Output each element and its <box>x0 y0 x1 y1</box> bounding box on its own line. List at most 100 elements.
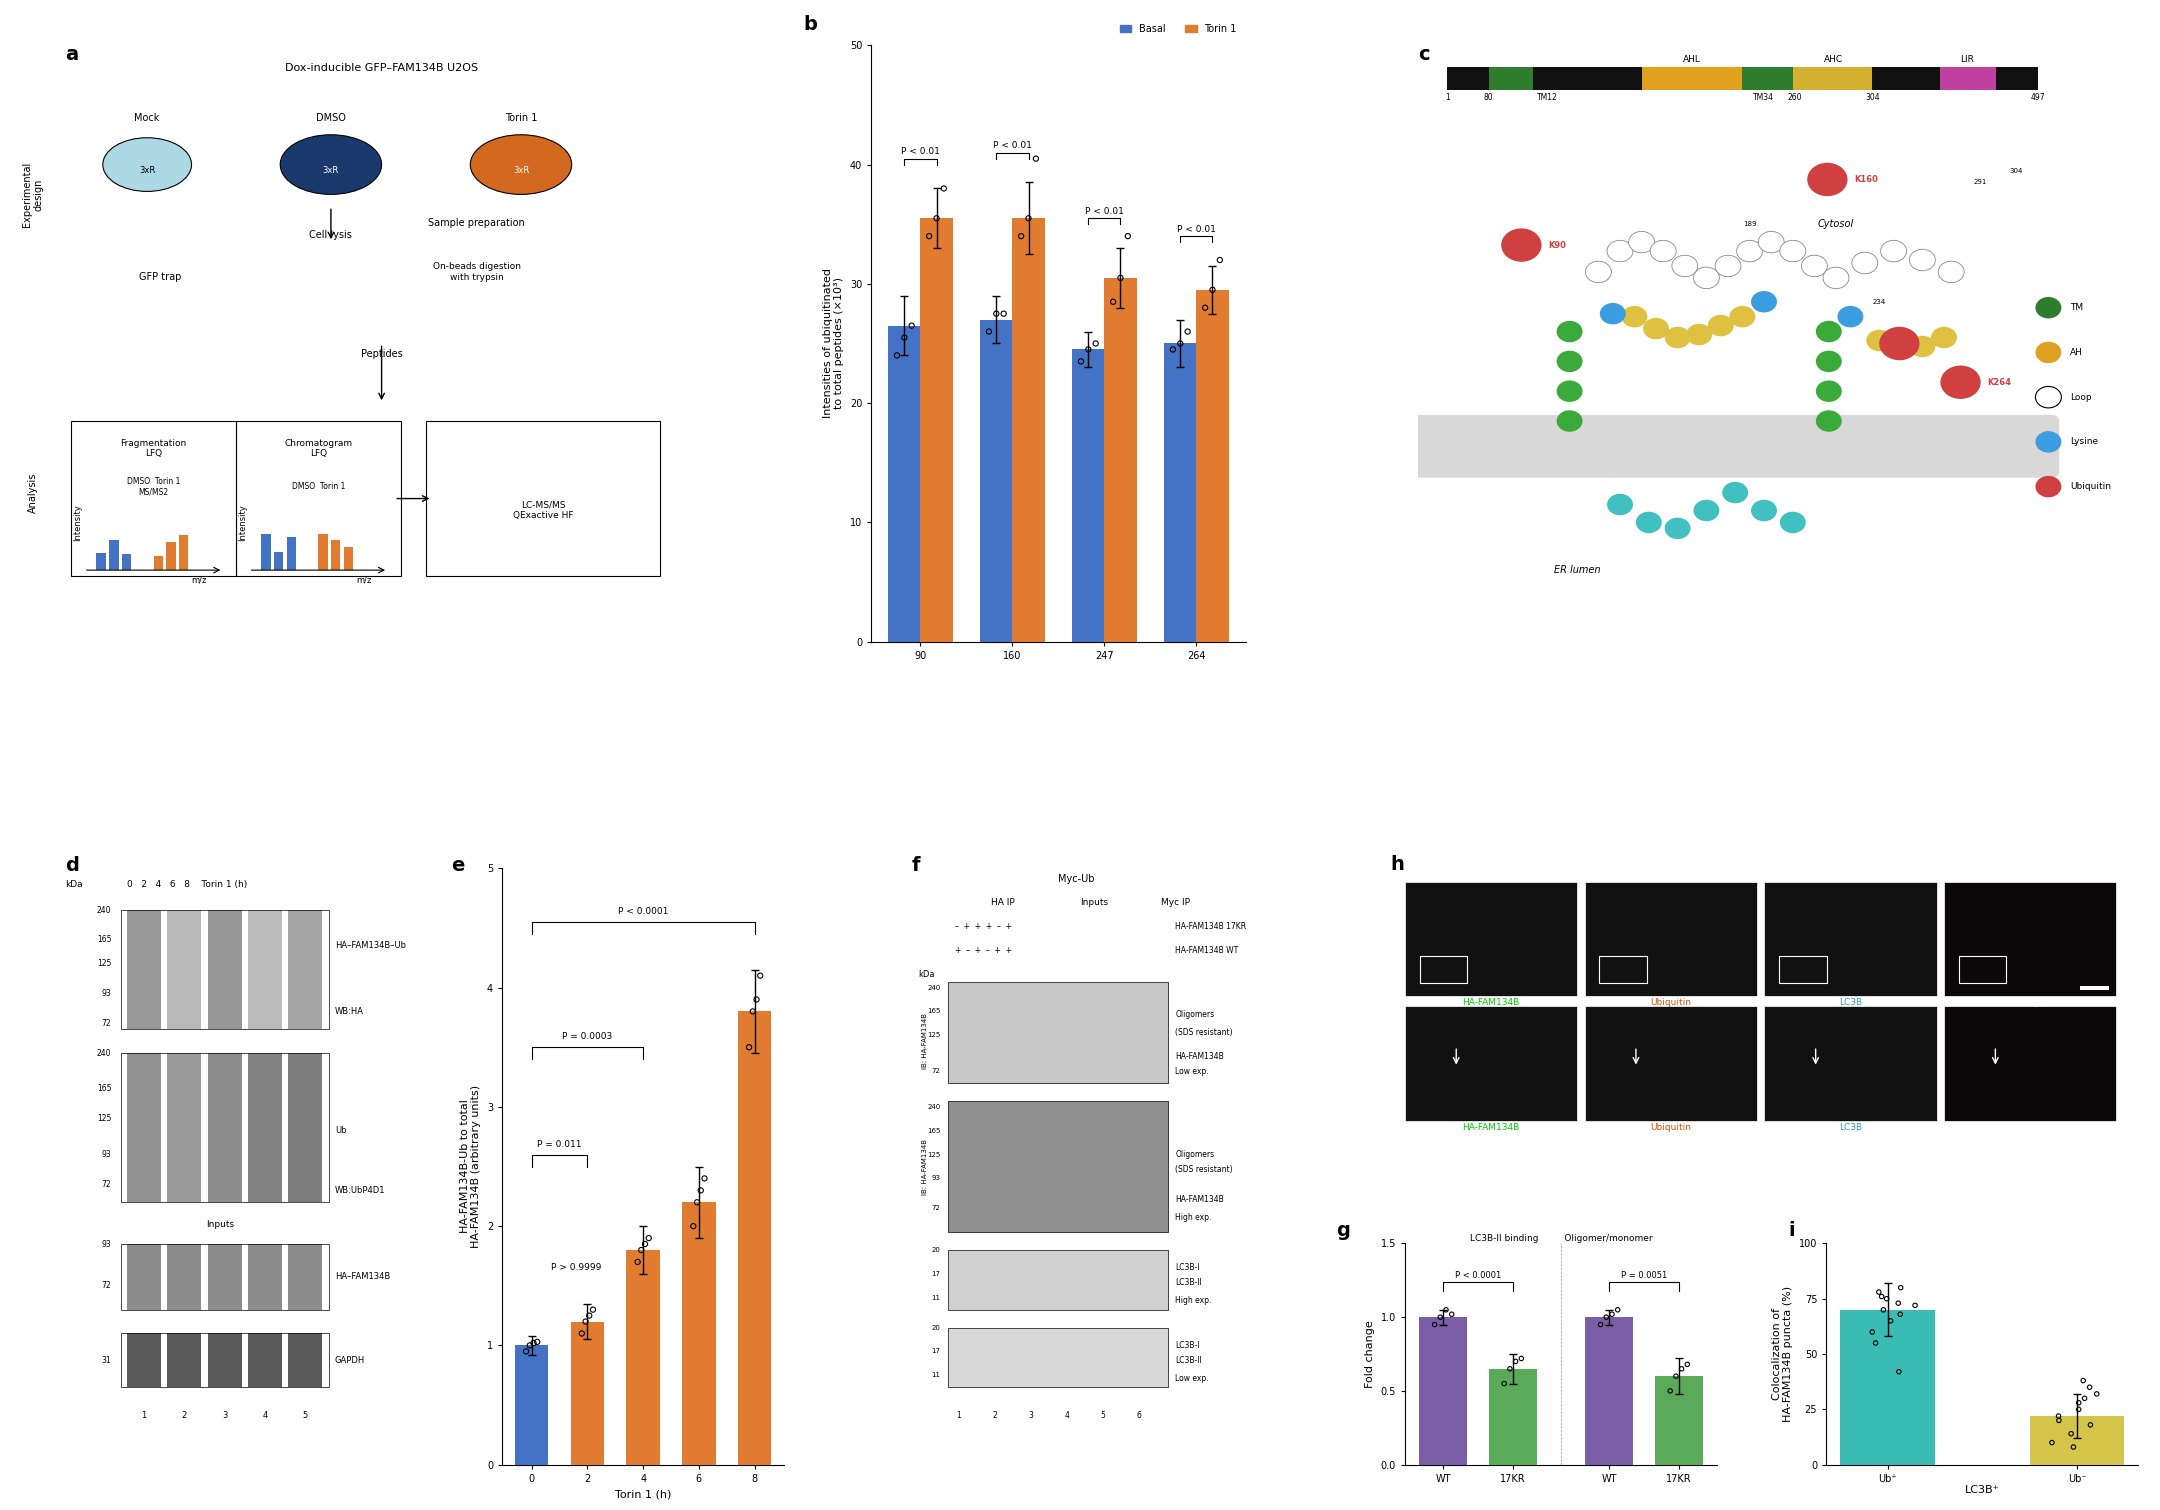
Bar <box>153 556 162 571</box>
Text: P = 0.011: P = 0.011 <box>538 1140 581 1149</box>
Bar <box>207 911 242 1030</box>
Text: DMSO: DMSO <box>315 113 346 122</box>
Bar <box>1940 68 1996 91</box>
Text: b: b <box>804 15 819 35</box>
Point <box>1078 331 1112 355</box>
Text: K247: K247 <box>1927 338 1950 347</box>
Text: TM34: TM34 <box>1752 94 1773 103</box>
Bar <box>1944 1006 2117 1120</box>
Circle shape <box>2035 476 2061 497</box>
Point <box>1188 296 1223 320</box>
Circle shape <box>1817 411 1842 432</box>
Bar <box>166 1052 201 1202</box>
Circle shape <box>1693 500 1719 521</box>
Point <box>568 1309 603 1333</box>
Point <box>2061 1397 2095 1421</box>
Circle shape <box>1709 316 1734 337</box>
Text: HA-FAM134B 17KR: HA-FAM134B 17KR <box>1175 923 1246 932</box>
Bar <box>1840 1309 1935 1465</box>
Point <box>631 1226 665 1250</box>
Circle shape <box>2035 297 2061 319</box>
Bar <box>121 554 132 571</box>
Point <box>1858 1330 1892 1354</box>
Bar <box>1944 882 2117 995</box>
Text: 80: 80 <box>1523 245 1531 251</box>
Text: Loop: Loop <box>2069 393 2091 402</box>
Bar <box>1585 1006 1756 1120</box>
Bar <box>1642 68 1743 91</box>
Text: LC3B-I: LC3B-I <box>1175 1341 1199 1350</box>
Circle shape <box>1838 307 1864 328</box>
Text: Analysis: Analysis <box>28 473 39 513</box>
Text: 497: 497 <box>2030 94 2046 103</box>
Bar <box>683 1202 715 1465</box>
Point <box>2080 1382 2115 1406</box>
Bar <box>1793 68 1873 91</box>
Text: Inputs: Inputs <box>1080 898 1108 908</box>
Circle shape <box>1823 267 1849 288</box>
Text: P < 0.01: P < 0.01 <box>1177 225 1216 234</box>
Circle shape <box>1672 255 1698 276</box>
Point <box>1503 1347 1538 1371</box>
Bar <box>127 1244 162 1309</box>
Bar <box>1488 68 1534 91</box>
Text: HA-FAM134B: HA-FAM134B <box>1175 1194 1225 1203</box>
Point <box>927 177 961 201</box>
Text: c: c <box>1419 45 1430 65</box>
Point <box>1428 1297 1462 1321</box>
Text: 17: 17 <box>931 1348 940 1354</box>
Point <box>1899 1293 1933 1317</box>
Text: K264: K264 <box>1987 378 2011 387</box>
Text: 93: 93 <box>102 989 112 998</box>
Circle shape <box>1752 291 1778 313</box>
Text: HA-FAM134B: HA-FAM134B <box>1462 998 1521 1007</box>
Bar <box>1780 956 1827 983</box>
Text: 2: 2 <box>181 1410 188 1419</box>
Bar <box>1598 956 1646 983</box>
Ellipse shape <box>104 137 192 192</box>
Text: 304: 304 <box>1864 94 1879 103</box>
Text: 5: 5 <box>302 1410 309 1419</box>
Text: 240: 240 <box>927 985 940 991</box>
Circle shape <box>1817 381 1842 402</box>
Text: 125: 125 <box>97 1114 112 1123</box>
Text: P < 0.01: P < 0.01 <box>994 142 1032 151</box>
Circle shape <box>1758 231 1784 252</box>
Bar <box>127 1052 162 1202</box>
Text: Ubiquitin: Ubiquitin <box>2069 482 2110 491</box>
Legend: Basal, Torin 1: Basal, Torin 1 <box>1115 20 1240 38</box>
Text: i: i <box>1788 1222 1795 1240</box>
Point <box>1855 1320 1890 1344</box>
Text: Dox-inducible GFP–FAM134B U2OS: Dox-inducible GFP–FAM134B U2OS <box>285 63 477 72</box>
Bar <box>1197 290 1229 642</box>
Text: 93: 93 <box>102 1240 112 1249</box>
Point <box>879 343 914 367</box>
Circle shape <box>1909 335 1935 358</box>
Point <box>1590 1305 1624 1329</box>
Text: AH: AH <box>2069 347 2082 356</box>
Circle shape <box>1687 323 1713 346</box>
Bar <box>330 541 341 571</box>
Text: Low exp.: Low exp. <box>1175 1066 1210 1075</box>
Bar <box>166 1244 201 1309</box>
Bar <box>287 911 322 1030</box>
Text: 72: 72 <box>102 1282 112 1290</box>
Bar <box>888 326 920 642</box>
Text: kDa: kDa <box>918 969 935 978</box>
Bar <box>981 320 1013 642</box>
Text: m/z: m/z <box>192 575 207 584</box>
Point <box>912 223 946 248</box>
Circle shape <box>1601 304 1626 325</box>
Circle shape <box>1780 240 1806 261</box>
Circle shape <box>1888 338 1914 361</box>
Circle shape <box>1557 411 1583 432</box>
Point <box>1162 331 1197 355</box>
Point <box>972 320 1007 344</box>
Circle shape <box>1808 163 1847 196</box>
Text: m/z: m/z <box>356 575 372 584</box>
Point <box>1194 278 1229 302</box>
Bar <box>948 982 1169 1083</box>
Text: LC-MS/MS
QExactive HF: LC-MS/MS QExactive HF <box>512 501 572 519</box>
Text: 11: 11 <box>931 1294 940 1300</box>
Text: Torin 1: Torin 1 <box>505 113 538 122</box>
